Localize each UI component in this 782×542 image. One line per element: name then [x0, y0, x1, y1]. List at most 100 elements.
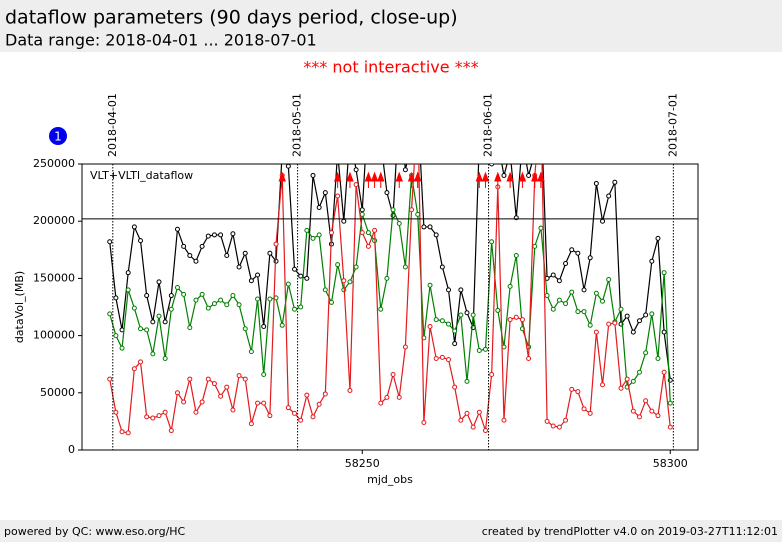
point: [427, 224, 433, 230]
point: [224, 384, 230, 390]
overflow-arrow: [364, 171, 373, 188]
point: [113, 409, 119, 415]
point: [416, 105, 420, 109]
point: [384, 275, 390, 281]
point: [464, 310, 470, 316]
point: [495, 307, 501, 313]
point: [162, 319, 168, 325]
overflow-arrow: [518, 171, 527, 188]
y-tick-label: 50000: [40, 386, 75, 399]
overflow-arrow: [506, 171, 514, 188]
point: [416, 105, 420, 109]
point: [242, 326, 248, 332]
point: [630, 329, 636, 335]
point: [415, 211, 421, 217]
point: [119, 345, 125, 351]
x-tick-label: 58250: [345, 457, 380, 470]
point: [168, 306, 174, 312]
point: [544, 293, 550, 299]
point: [476, 347, 482, 353]
point: [310, 172, 316, 178]
point: [563, 261, 569, 267]
point: [458, 287, 464, 293]
point: [593, 329, 599, 335]
point: [575, 309, 581, 315]
point: [575, 250, 581, 256]
point: [667, 400, 673, 406]
point: [539, 105, 543, 109]
point: [569, 289, 575, 295]
point: [496, 139, 500, 143]
point: [372, 227, 378, 233]
point: [600, 298, 606, 304]
point: [199, 291, 205, 297]
point: [520, 139, 524, 143]
point: [341, 278, 347, 284]
point: [236, 373, 242, 379]
point: [563, 301, 569, 307]
point: [661, 270, 667, 276]
point: [489, 371, 495, 377]
point: [618, 306, 624, 312]
point: [421, 420, 427, 426]
overflow-arrow: [395, 171, 403, 188]
point: [600, 382, 606, 388]
point: [125, 430, 131, 436]
point: [292, 410, 298, 416]
point: [211, 232, 217, 238]
y-axis-label: dataVol_(MB): [13, 271, 26, 343]
point: [322, 190, 328, 196]
point: [261, 323, 267, 329]
point: [439, 354, 445, 360]
point: [458, 312, 464, 318]
point: [230, 293, 236, 299]
date-marker-label: 2018-07-01: [666, 93, 679, 157]
point: [606, 277, 612, 283]
point: [612, 320, 618, 326]
point: [550, 423, 556, 429]
overflow-arrow: [537, 171, 545, 188]
point: [316, 401, 322, 407]
point: [556, 297, 562, 303]
overflow-arrow: [278, 171, 286, 188]
point: [359, 211, 365, 217]
point: [636, 318, 642, 324]
x-tick-label: 58300: [653, 457, 688, 470]
point: [624, 313, 630, 319]
point: [508, 151, 512, 155]
point: [347, 388, 353, 394]
point: [328, 299, 334, 305]
point: [421, 224, 427, 230]
plot-area: [107, 105, 673, 436]
point: [224, 253, 230, 259]
point: [205, 376, 211, 382]
point: [655, 355, 661, 361]
point: [107, 376, 113, 382]
point: [248, 278, 254, 284]
point: [446, 321, 452, 327]
point: [248, 421, 254, 427]
point: [348, 133, 352, 137]
point: [144, 327, 150, 333]
point: [384, 190, 390, 196]
point: [427, 323, 433, 329]
point: [150, 319, 156, 325]
point: [255, 400, 261, 406]
point: [267, 413, 273, 419]
point: [513, 253, 519, 259]
point: [575, 389, 581, 395]
y-tick-label: 250000: [33, 157, 75, 170]
point: [131, 224, 137, 230]
point: [643, 398, 649, 404]
overflow-arrow: [531, 171, 539, 188]
point: [433, 232, 439, 238]
point: [452, 328, 458, 334]
point: [236, 302, 242, 308]
point: [285, 164, 291, 169]
point: [193, 297, 199, 303]
point: [606, 193, 612, 199]
y-tick-label: 100000: [33, 329, 75, 342]
point: [193, 258, 199, 264]
point: [624, 376, 630, 382]
point: [482, 428, 488, 434]
